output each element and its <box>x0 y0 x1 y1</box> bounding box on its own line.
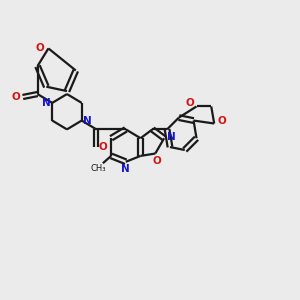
Text: N: N <box>122 164 130 174</box>
Text: O: O <box>217 116 226 126</box>
Text: N: N <box>83 116 92 126</box>
Text: O: O <box>186 98 194 108</box>
Text: N: N <box>42 98 51 108</box>
Text: O: O <box>152 156 161 166</box>
Text: CH₃: CH₃ <box>91 164 106 173</box>
Text: O: O <box>12 92 21 102</box>
Text: O: O <box>36 44 44 53</box>
Text: N: N <box>167 132 176 142</box>
Text: O: O <box>98 142 107 152</box>
